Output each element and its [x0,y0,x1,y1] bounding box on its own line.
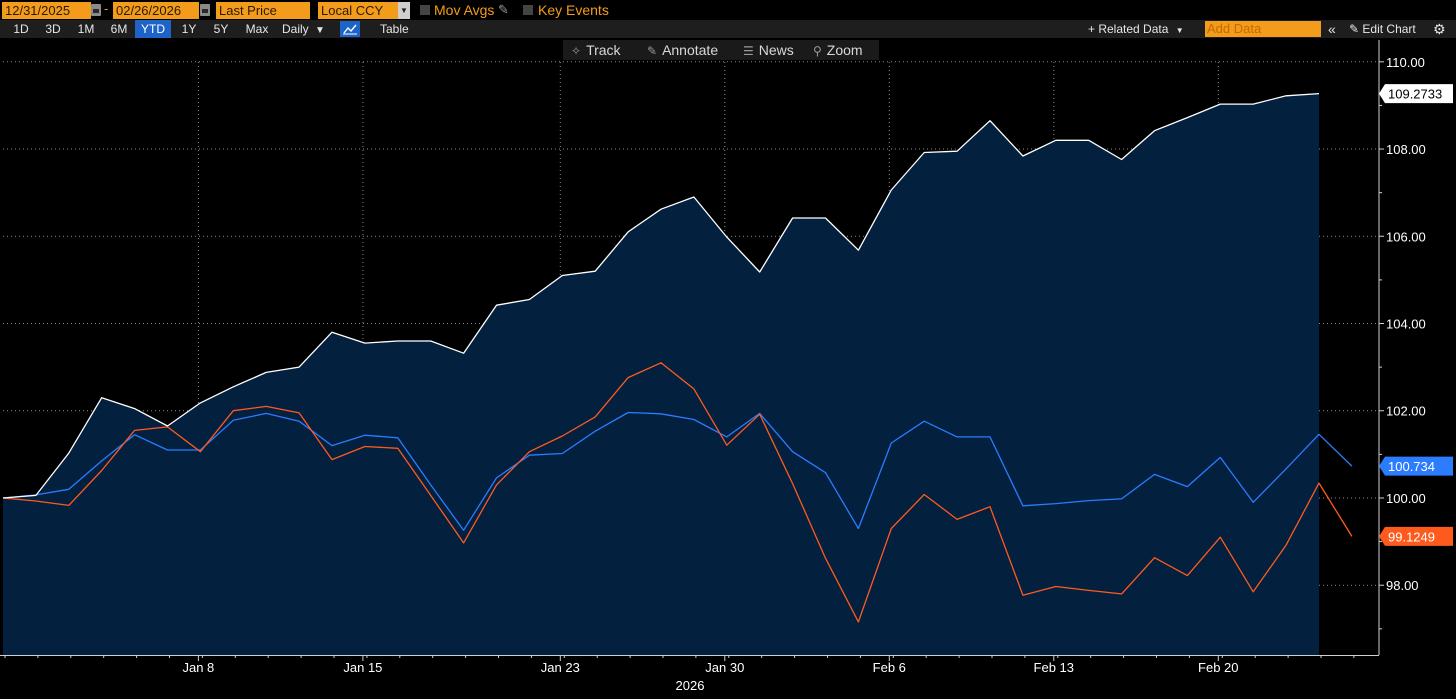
security-header: 12/31/2025 - 02/26/2026 Last Price Local… [0,0,1456,20]
last-value-text: 100.734 [1388,459,1435,474]
period-button-1d[interactable]: 1D [13,22,29,36]
chevron-down-icon: ▼ [398,2,410,19]
magnifier-icon: ⚲ [813,44,822,58]
price-axis: 98.00 100.00 102.00 104.00 106.00 108.00 110.0… [1378,40,1426,655]
last-value-text: 99.1249 [1388,529,1435,544]
frequency-value: Daily [282,22,309,36]
x-tick-label: Jan 23 [541,660,580,675]
y-tick-label: 102.00 [1386,404,1426,419]
frequency-select[interactable]: Daily ▼ [282,20,325,38]
zoom-label: Zoom [826,42,863,58]
y-tick-label: 110.00 [1386,55,1425,70]
track-tool[interactable]: ✧ Track [571,40,621,60]
key-events-label: Key Events [538,2,609,18]
x-tick-label: Feb 6 [873,660,906,675]
x-tick-label: Jan 8 [182,660,214,675]
news-icon: ☰ [743,44,754,58]
chart-toolbar: ✧ Track ✎ Annotate ☰ News ⚲ Zoom [563,40,879,60]
start-date-field[interactable]: 12/31/2025 [2,2,91,19]
date-axis: Jan 8 Jan 15 Jan 23 Jan 30 Feb 6 Feb 13 Feb 20… [0,655,1379,693]
end-date-field[interactable]: 02/26/2026 [113,2,199,19]
last-value-badge [1379,84,1453,104]
price-field-value: Last Price [219,3,277,18]
pencil-icon[interactable]: ✎ [498,2,509,17]
zoom-tool[interactable]: ⚲ Zoom [813,40,863,60]
period-button-6m[interactable]: 6M [110,22,128,36]
last-value-badge [1379,526,1453,546]
y-tick-label: 106.00 [1386,229,1426,244]
start-date-value: 12/31/2025 [5,3,71,18]
related-data-button[interactable]: + Related Data ▼ [1088,20,1184,38]
x-tick-label: Jan 30 [705,660,744,675]
news-tool[interactable]: ☰ News [743,40,794,60]
x-tick-label: Feb 13 [1034,660,1074,675]
news-label: News [758,42,794,58]
annotate-tool[interactable]: ✎ Annotate [647,40,718,60]
y-tick-label: 100.00 [1386,491,1426,506]
annotate-label: Annotate [662,42,719,58]
line-chart-button[interactable] [340,21,360,37]
last-value-label: 99.1249 [1379,526,1453,546]
track-label: Track [586,42,621,58]
start-calendar-icon[interactable] [91,4,101,16]
last-value-label: 100.734 [1379,456,1453,476]
series-line [2,92,1320,499]
pencil-icon: ✎ [647,44,658,58]
chevron-down-icon: ▼ [315,25,325,36]
key-events-checkbox[interactable] [523,5,533,15]
x-tick-label: Feb 20 [1198,660,1238,675]
date-separator: - [104,1,109,16]
period-button-1m[interactable]: 1M [77,22,95,36]
gear-icon[interactable]: ⚙ [1433,21,1446,37]
last-value-label: 109.2733 [1379,84,1453,104]
pencil-icon: ✎ [1349,22,1360,36]
related-data-label: + Related Data [1088,22,1169,36]
line-chart-icon [343,24,357,35]
x-year-label: 2026 [676,678,705,693]
series-lines [2,92,1353,623]
last-value-badge [1379,456,1453,476]
series-line [2,411,1353,531]
end-calendar-icon[interactable] [200,4,210,16]
series-area-fill [3,93,1319,656]
y-tick-label: 104.00 [1386,317,1426,332]
mov-avgs-label: Mov Avgs [434,2,495,18]
currency-value: Local CCY [321,3,384,18]
period-button-5y[interactable]: 5Y [213,22,229,36]
crosshair-icon: ✧ [571,44,582,58]
last-value-text: 109.2733 [1388,87,1442,102]
add-data-input[interactable]: Add Data [1205,21,1321,37]
series-line [2,362,1353,623]
chevron-down-icon: ▼ [1175,26,1184,35]
table-button[interactable]: Table [380,22,409,36]
collapse-icon[interactable]: « [1328,21,1336,37]
x-tick-label: Jan 15 [343,660,382,675]
chart-controls-bar: 1D 3D 1M 6M YTD 1Y 5Y Max Daily ▼ Table … [0,20,1456,38]
edit-chart-label: Edit Chart [1362,22,1416,36]
mov-avgs-checkbox[interactable] [420,5,430,15]
y-tick-label: 108.00 [1386,142,1426,157]
period-button-3d[interactable]: 3D [45,22,61,36]
y-tick-label: 98.00 [1386,578,1419,593]
period-button-1y[interactable]: 1Y [181,22,197,36]
currency-select[interactable]: Local CCY ▼ [318,2,410,19]
end-date-value: 02/26/2026 [116,3,182,18]
price-field-select[interactable]: Last Price [216,2,310,19]
period-button-ytd[interactable]: YTD [135,20,171,38]
last-value-labels: 109.2733 100.734 99.1249 [1379,84,1453,546]
period-button-max[interactable]: Max [245,22,269,36]
edit-chart-button[interactable]: ✎ Edit Chart [1349,20,1416,38]
